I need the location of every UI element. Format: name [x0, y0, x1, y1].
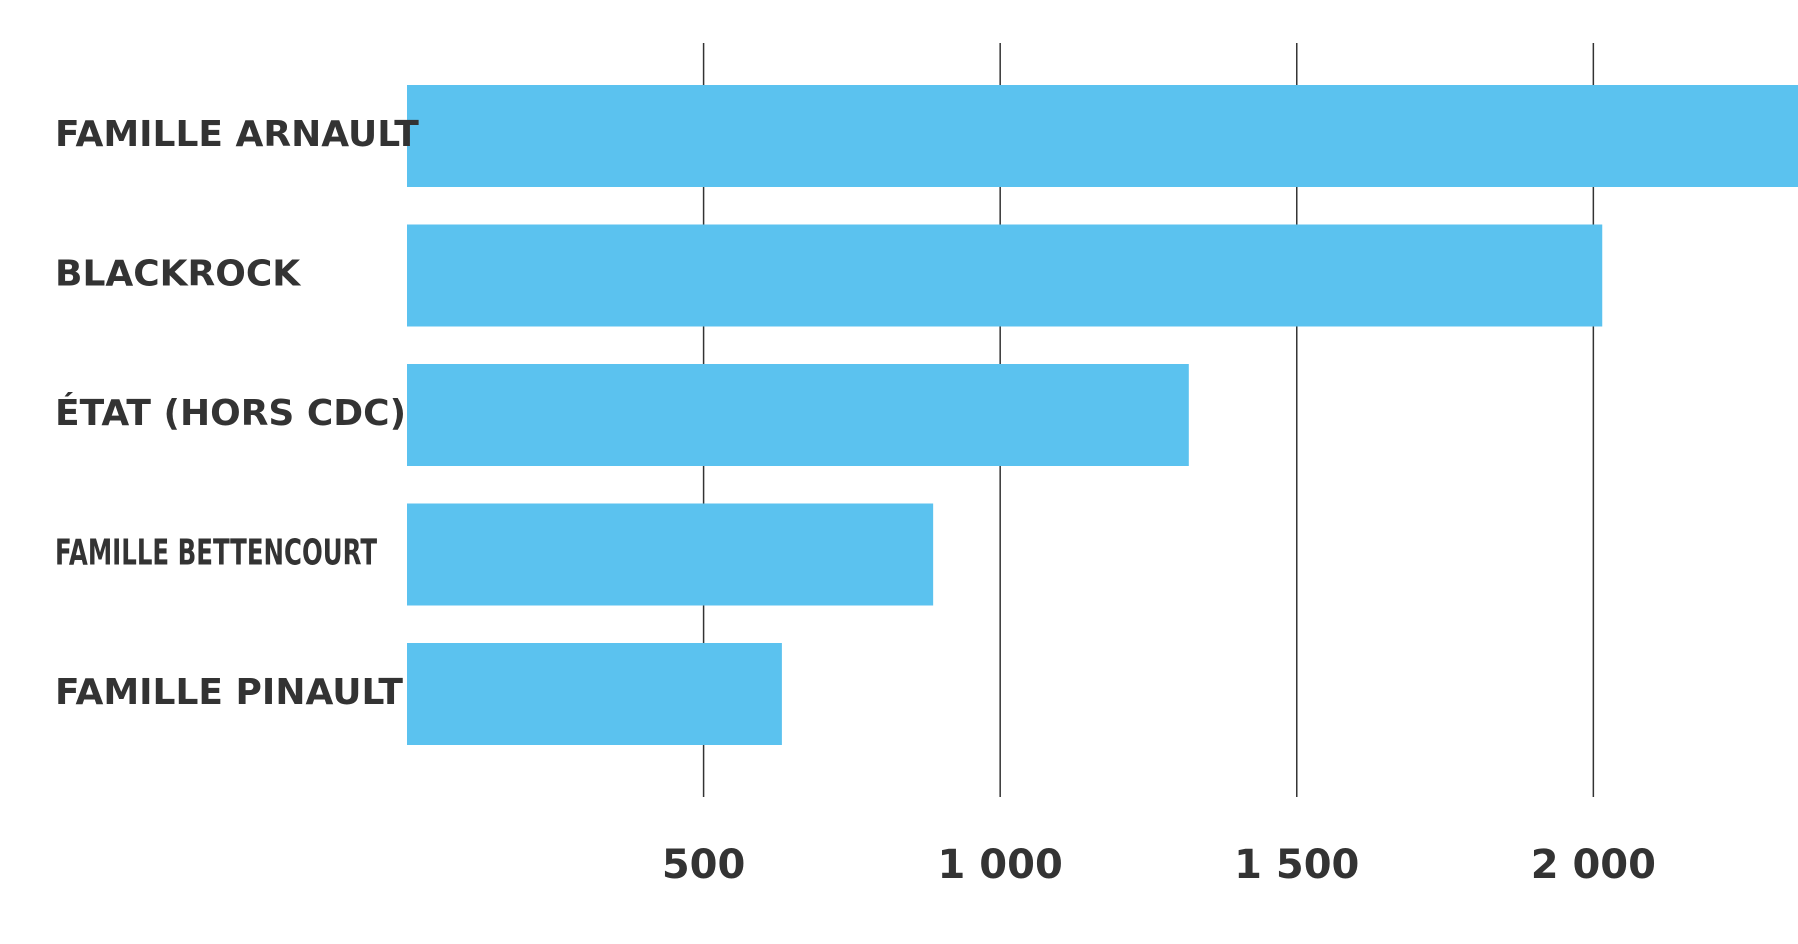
x-tick-label-1000: 1 000 [938, 842, 1063, 888]
x-tick-label-2000: 2 000 [1531, 842, 1656, 888]
category-label-3: FAMILLE BETTENCOURT [55, 533, 377, 574]
bar-2 [407, 364, 1189, 466]
category-label-layer: FAMILLE ARNAULT BLACKROCK ÉTAT (HORS CDC) F… [55, 114, 419, 713]
category-label-1: BLACKROCK [55, 254, 301, 295]
bar-4 [407, 643, 782, 745]
category-label-0: FAMILLE ARNAULT [55, 114, 419, 155]
category-label-4: FAMILLE PINAULT [55, 672, 403, 713]
bar-0 [407, 85, 1798, 187]
x-tick-label-500: 500 [662, 842, 746, 888]
category-label-2: ÉTAT (HORS CDC) [55, 392, 406, 434]
bar-1 [407, 224, 1603, 327]
x-tick-label-1500: 1 500 [1234, 842, 1359, 888]
bar-3 [407, 503, 934, 606]
bar-layer [407, 85, 1798, 745]
tick-label-layer: 500 1 000 1 500 2 000 [662, 842, 1656, 888]
